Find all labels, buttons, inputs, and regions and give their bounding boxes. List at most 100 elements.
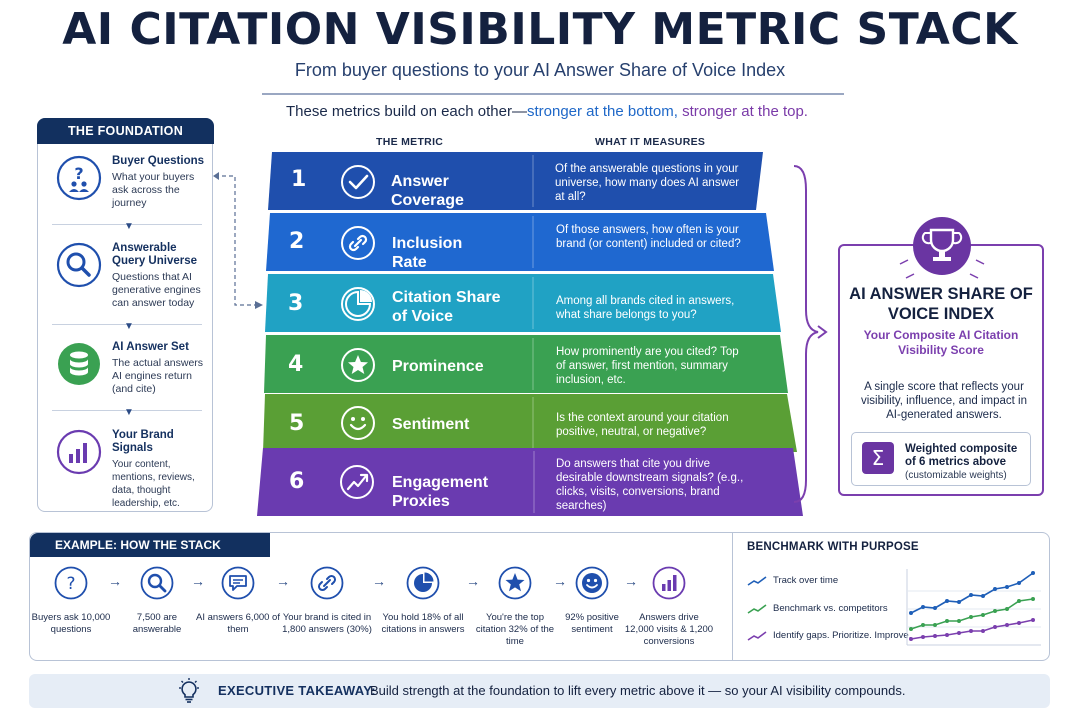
foundation-heading: THE FOUNDATION <box>37 118 214 144</box>
divider <box>52 324 202 325</box>
metric-description: Do answers that cite you drive desirable… <box>556 458 744 512</box>
metric-name: Engagement Proxies <box>392 474 489 510</box>
right-arrow-icon: → <box>624 573 638 589</box>
benchmark-panel: BENCHMARK WITH PURPOSE Track over time B… <box>732 532 1050 661</box>
example-step-text: 92% positive sentiment <box>565 612 619 635</box>
smiley-icon <box>575 566 609 600</box>
trophy-icon <box>899 217 985 279</box>
example-panel: EXAMPLE: HOW THE STACK WORKS <box>29 532 732 661</box>
metric-description: Of the answerable questions in your univ… <box>555 163 740 203</box>
foundation-item-desc: The actual answers AI engines return (an… <box>112 357 204 395</box>
foundation-item-title: Buyer Questions <box>112 155 205 167</box>
metric-number: 6 <box>289 469 305 494</box>
metric-number: 3 <box>288 291 304 316</box>
lightbulb-icon <box>179 678 199 703</box>
note-bottom: stronger at the bottom, <box>526 103 678 120</box>
smiley-icon <box>341 406 375 440</box>
metric-description: Is the context around your citation posi… <box>556 412 729 438</box>
down-arrow-icon: ▼ <box>124 221 134 232</box>
metric-description: How prominently are you cited? Top of an… <box>556 346 739 386</box>
bracket-connector <box>793 165 828 503</box>
foundation-item-title: AI Answer Set <box>112 341 189 353</box>
svg-text:?: ? <box>74 164 83 183</box>
page-title: AI CITATION VISIBILITY METRIC STACK <box>62 4 1018 55</box>
benchmark-item-label: Identify gaps. Prioritize. Improve. <box>773 630 912 641</box>
weighted-composite-box: Σ Weighted composite of 6 metrics above … <box>851 432 1031 486</box>
right-arrow-icon: → <box>466 573 480 589</box>
foundation-panel: THE FOUNDATION ? Buyer Questions What yo… <box>37 118 214 512</box>
link-icon <box>341 226 375 260</box>
metric-description: Of those answers, how often is your bran… <box>556 224 741 250</box>
foundation-item-desc: What your buyers ask across the journey <box>112 171 195 209</box>
svg-text:?: ? <box>66 574 75 594</box>
page-subtitle: From buyer questions to your AI Answer S… <box>294 60 786 80</box>
right-arrow-icon: → <box>372 573 386 589</box>
stack-note: These metrics build on each other—strong… <box>0 103 1080 120</box>
benchmark-heading: BENCHMARK WITH PURPOSE <box>747 541 919 553</box>
metric-name: Sentiment <box>392 416 470 433</box>
right-arrow-icon: → <box>553 573 567 589</box>
foundation-item-desc: Questions that AI generative engines can… <box>112 271 201 309</box>
foundation-item-title: Answerable Query Universe <box>112 242 198 267</box>
metric-band <box>266 213 774 271</box>
example-step-text: AI answers 6,000 of them <box>196 612 280 635</box>
trend-line-icon <box>747 604 767 614</box>
trend-line-icon <box>747 631 767 641</box>
check-circle-icon <box>341 165 375 199</box>
takeaway-label: EXECUTIVE TAKEAWAY: <box>218 683 376 698</box>
bar-chart-icon <box>652 566 686 600</box>
pie-chart-icon <box>406 566 440 600</box>
question-icon: ? <box>54 566 88 600</box>
metric-band <box>265 274 781 332</box>
metric-band <box>257 448 803 516</box>
chat-icon <box>221 566 255 600</box>
executive-takeaway-bar: EXECUTIVE TAKEAWAY: Build strength at th… <box>29 674 1050 708</box>
pie-chart-icon <box>341 287 375 321</box>
foundation-item-desc: Your content, mentions, reviews, data, t… <box>112 459 195 509</box>
index-title: AI ANSWER SHARE OF VOICE INDEX <box>849 285 1033 323</box>
divider <box>262 93 844 95</box>
down-arrow-icon: ▼ <box>124 321 134 332</box>
metric-band <box>264 335 788 393</box>
database-icon <box>58 343 100 385</box>
benchmark-mini-chart <box>906 569 1041 646</box>
right-arrow-icon: → <box>276 573 290 589</box>
metric-name: Citation Share of Voice <box>392 289 501 325</box>
foundation-item-title: Your Brand Signals <box>112 429 174 454</box>
column-header-metric: THE METRIC <box>376 136 444 148</box>
question-people-icon: ? <box>56 155 102 201</box>
example-step-text: Buyers ask 10,000 questions <box>31 612 111 635</box>
metric-band <box>263 394 797 452</box>
metric-name: Answer Coverage <box>391 173 464 209</box>
connector-arrow <box>213 172 263 309</box>
metric-number: 2 <box>289 229 305 254</box>
example-step-text: You're the top citation 32% of the time <box>475 612 555 647</box>
column-header-measures: WHAT IT MEASURES <box>595 136 706 148</box>
divider <box>52 224 202 225</box>
down-arrow-icon: ▼ <box>124 407 134 418</box>
note-top: stronger at the top. <box>682 103 808 120</box>
right-arrow-icon: → <box>191 573 205 589</box>
example-step-text: Your brand is cited in 1,800 answers (30… <box>282 612 372 635</box>
takeaway-text: Build strength at the foundation to lift… <box>370 683 906 698</box>
right-arrow-icon: → <box>108 573 122 589</box>
example-heading: EXAMPLE: HOW THE STACK WORKS <box>30 533 270 576</box>
metric-description: Among all brands cited in answers, what … <box>556 295 735 321</box>
benchmark-item-label: Track over time <box>773 575 839 586</box>
metric-name: Inclusion Rate <box>392 235 463 271</box>
example-step-text: 7,500 are answerable <box>132 612 182 635</box>
metric-name: Prominence <box>392 358 484 375</box>
weighted-composite-title: Weighted composite of 6 metrics above <box>905 443 1018 468</box>
bar-chart-icon <box>56 429 102 475</box>
example-step-text: Answers drive 12,000 visits & 1,200 conv… <box>624 612 714 647</box>
index-subtitle: Your Composite AI Citation Visibility Sc… <box>863 328 1019 357</box>
divider <box>52 410 202 411</box>
trend-line-icon <box>747 576 767 586</box>
index-panel: AI ANSWER SHARE OF VOICE INDEX Your Comp… <box>838 217 1044 496</box>
weighted-composite-note: (customizable weights) <box>905 470 1007 481</box>
star-icon <box>498 566 532 600</box>
search-icon <box>140 566 174 600</box>
index-description: A single score that reflects your visibi… <box>861 381 1027 421</box>
search-icon <box>56 242 102 288</box>
benchmark-item-label: Benchmark vs. competitors <box>773 603 888 614</box>
